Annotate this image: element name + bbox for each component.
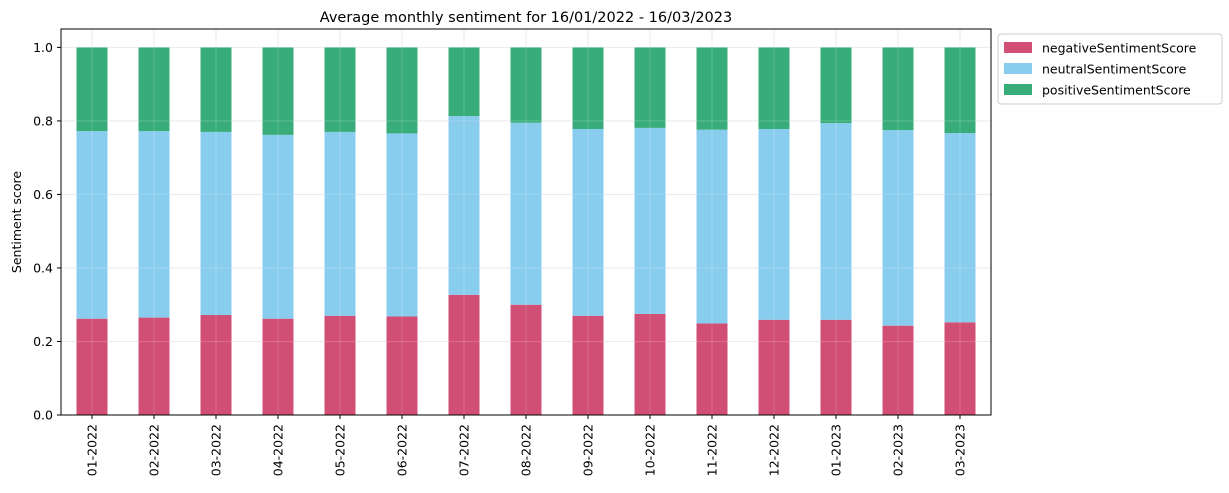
bar-neutralSentimentScore-06-2022 — [386, 133, 418, 317]
y-axis-label: Sentiment score — [9, 171, 24, 273]
y-axis: 0.0 0.2 0.4 0.6 0.8 1.0 — [33, 40, 61, 423]
x-tick-label: 03-2022 — [209, 424, 224, 476]
legend-label: neutralSentimentScore — [1042, 62, 1187, 77]
x-tick-label: 02-2022 — [147, 424, 162, 476]
bar-positiveSentimentScore-03-2022 — [200, 47, 232, 132]
bar-neutralSentimentScore-01-2023 — [820, 123, 852, 320]
bar-negativeSentimentScore-12-2022 — [758, 319, 790, 415]
bar-negativeSentimentScore-01-2023 — [820, 319, 852, 415]
bar-positiveSentimentScore-11-2022 — [696, 47, 728, 130]
bar-positiveSentimentScore-10-2022 — [634, 47, 666, 128]
x-tick-label: 06-2022 — [395, 424, 410, 476]
bar-negativeSentimentScore-03-2023 — [944, 322, 976, 415]
bar-neutralSentimentScore-02-2022 — [138, 131, 170, 318]
x-tick-label: 02-2023 — [891, 424, 906, 476]
bar-positiveSentimentScore-12-2022 — [758, 47, 790, 129]
x-tick-label: 01-2022 — [85, 424, 100, 476]
bar-neutralSentimentScore-10-2022 — [634, 127, 666, 314]
legend: negativeSentimentScore neutralSentimentSc… — [997, 33, 1223, 105]
bar-negativeSentimentScore-08-2022 — [510, 304, 542, 415]
x-tick-label: 04-2022 — [271, 424, 286, 476]
bar-negativeSentimentScore-01-2022 — [76, 318, 108, 415]
legend-box — [997, 33, 1223, 105]
bar-neutralSentimentScore-07-2022 — [448, 116, 480, 295]
bar-negativeSentimentScore-07-2022 — [448, 294, 480, 415]
bar-neutralSentimentScore-09-2022 — [572, 128, 604, 316]
bar-negativeSentimentScore-05-2022 — [324, 315, 356, 415]
bar-neutralSentimentScore-03-2023 — [944, 133, 976, 323]
bar-negativeSentimentScore-09-2022 — [572, 315, 604, 415]
bar-positiveSentimentScore-08-2022 — [510, 47, 542, 123]
x-tick-label: 01-2023 — [829, 424, 844, 476]
bar-positiveSentimentScore-02-2023 — [882, 47, 914, 131]
bar-negativeSentimentScore-02-2023 — [882, 325, 914, 415]
bar-negativeSentimentScore-03-2022 — [200, 315, 232, 415]
bar-neutralSentimentScore-05-2022 — [324, 131, 356, 316]
x-axis: 01-2022 02-2022 03-2022 04-2022 05-2022 06-20… — [85, 415, 968, 476]
chart-title: Average monthly sentiment for 16/01/2022… — [320, 10, 733, 26]
bar-neutralSentimentScore-02-2023 — [882, 130, 914, 326]
bar-positiveSentimentScore-09-2022 — [572, 47, 604, 129]
x-tick-label: 08-2022 — [519, 424, 534, 476]
bar-neutralSentimentScore-08-2022 — [510, 122, 542, 305]
bar-positiveSentimentScore-04-2022 — [262, 47, 294, 135]
bar-positiveSentimentScore-07-2022 — [448, 47, 480, 117]
y-tick-label: 0.4 — [33, 260, 53, 275]
bar-positiveSentimentScore-02-2022 — [138, 47, 170, 132]
y-tick-label: 0.0 — [33, 408, 53, 423]
x-tick-label: 12-2022 — [767, 424, 782, 476]
bar-neutralSentimentScore-04-2022 — [262, 134, 294, 319]
x-tick-label: 05-2022 — [333, 424, 348, 476]
bar-neutralSentimentScore-03-2022 — [200, 131, 232, 316]
y-tick-label: 1.0 — [33, 40, 53, 55]
x-tick-label: 03-2023 — [953, 424, 968, 476]
y-tick-label: 0.6 — [33, 187, 53, 202]
legend-swatch — [1004, 63, 1032, 74]
bar-neutralSentimentScore-01-2022 — [76, 131, 108, 319]
y-tick-label: 0.8 — [33, 113, 53, 128]
bar-negativeSentimentScore-11-2022 — [696, 323, 728, 415]
bar-positiveSentimentScore-06-2022 — [386, 47, 418, 134]
x-tick-label: 10-2022 — [643, 424, 658, 476]
y-tick-label: 0.2 — [33, 334, 53, 349]
legend-label: positiveSentimentScore — [1042, 83, 1191, 98]
bar-positiveSentimentScore-01-2023 — [820, 47, 852, 124]
legend-label: negativeSentimentScore — [1042, 41, 1197, 56]
bar-positiveSentimentScore-01-2022 — [76, 47, 108, 132]
bar-positiveSentimentScore-05-2022 — [324, 47, 356, 132]
x-tick-label: 09-2022 — [581, 424, 596, 476]
bar-neutralSentimentScore-11-2022 — [696, 129, 728, 324]
bar-negativeSentimentScore-10-2022 — [634, 313, 666, 415]
bar-neutralSentimentScore-12-2022 — [758, 128, 790, 320]
bar-negativeSentimentScore-04-2022 — [262, 318, 294, 415]
legend-swatch — [1004, 84, 1032, 95]
legend-swatch — [1004, 42, 1032, 53]
bar-positiveSentimentScore-03-2023 — [944, 47, 976, 134]
x-tick-label: 07-2022 — [457, 424, 472, 476]
bars — [61, 29, 991, 416]
bar-negativeSentimentScore-02-2022 — [138, 317, 170, 415]
bar-negativeSentimentScore-06-2022 — [386, 316, 418, 415]
x-tick-label: 11-2022 — [705, 424, 720, 476]
